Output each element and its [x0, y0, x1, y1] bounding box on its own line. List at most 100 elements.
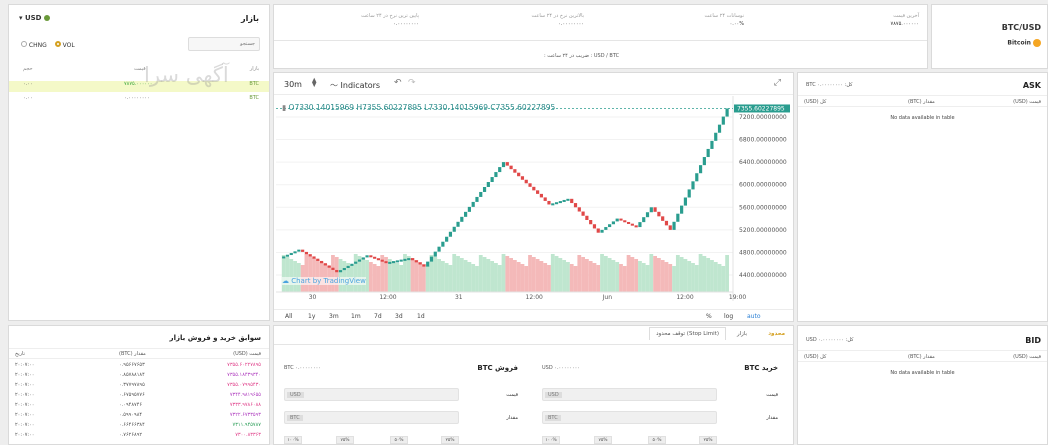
trade-panel: محدود بازار توقف محدود (Stop Limit) خرید…: [273, 325, 794, 445]
sell-pct-50[interactable]: ۵۰%: [390, 436, 408, 444]
candle: [657, 211, 661, 217]
volume-bar: [509, 258, 513, 292]
volume-bar: [361, 258, 366, 292]
stat-last-price: آخرین قیمت ۷۸۷۵.۰۰۰۰۰۰: [890, 13, 919, 27]
history-header-row: قیمت (USD) مقدار (BTC) تاریخ: [9, 348, 269, 359]
tf-3m[interactable]: 3m: [329, 313, 339, 320]
volume-bar: [285, 257, 290, 292]
candle: [448, 231, 453, 237]
candle: [536, 190, 540, 194]
sell-pct-25[interactable]: ۲۵%: [441, 436, 459, 444]
history-time: ۲۰:۰۷:۰۰: [15, 382, 35, 388]
volume-bar: [497, 265, 502, 292]
candle: [399, 259, 403, 262]
tf-7d[interactable]: 7d: [374, 313, 382, 320]
radio-chng[interactable]: CHNG: [21, 41, 47, 49]
tf-1m[interactable]: 1m: [351, 313, 361, 320]
buy-pct-75[interactable]: ۷۵%: [594, 436, 612, 444]
candle: [460, 216, 464, 222]
candle: [346, 265, 350, 268]
candle: [634, 225, 638, 228]
currency-selector[interactable]: ▾ USD: [19, 14, 50, 22]
history-title: سوابق خرید و فروش بازار: [169, 334, 261, 342]
x-tick-label: 30: [309, 294, 317, 301]
chart-panel: 30m ⧫ 〜 Indicators ↶ ↷ ⤢ 7200.00000000 68…: [273, 72, 794, 322]
redo-icon[interactable]: ↷: [408, 78, 416, 88]
volume-bar: [289, 259, 294, 292]
volume-bar: [520, 264, 525, 292]
buy-amount-label: مقدار: [766, 415, 778, 421]
tab-market[interactable]: بازار: [736, 331, 747, 337]
candle-style-icon[interactable]: ⧫: [312, 78, 317, 88]
candle: [407, 258, 411, 261]
candle: [626, 221, 631, 224]
percent-toggle[interactable]: %: [706, 313, 712, 320]
tab-stop-limit[interactable]: توقف محدود (Stop Limit): [649, 327, 726, 340]
price-chart[interactable]: 7200.00000000 6800.00000000 6400.00000000 6…: [274, 96, 793, 301]
candle: [342, 268, 346, 271]
tab-limit[interactable]: محدود: [768, 331, 785, 337]
log-toggle[interactable]: log: [724, 313, 734, 320]
candle: [524, 179, 528, 184]
candle: [498, 167, 502, 173]
tf-3d[interactable]: 3d: [395, 313, 403, 320]
volume-bar: [581, 257, 585, 292]
volume-bar: [315, 260, 320, 292]
candle: [513, 169, 517, 173]
candle: [668, 225, 672, 230]
indicators-button[interactable]: 〜 Indicators: [330, 81, 381, 90]
buy-amount-input[interactable]: BTC: [542, 411, 717, 424]
market-search-input[interactable]: [188, 37, 260, 51]
volume-bar: [418, 262, 423, 292]
volume-bar: [475, 266, 479, 292]
candle: [414, 260, 418, 263]
buy-pct-50[interactable]: ۵۰%: [648, 436, 666, 444]
volume-bar: [713, 262, 718, 292]
volume-bar: [725, 255, 729, 292]
sell-price-input[interactable]: USD: [284, 388, 459, 401]
stat-high-24h: بالاترین نرخ در ۲۴ ساعت ۰.۰۰۰۰۰۰۰۰: [531, 13, 584, 27]
tf-1y[interactable]: 1y: [308, 313, 316, 320]
sell-amount-input[interactable]: BTC: [284, 411, 459, 424]
undo-icon[interactable]: ↶: [394, 78, 402, 88]
market-row[interactable]: BTC ۷۸۷۵.۰۰۰۰۰۰ ۰.۰۰: [9, 81, 269, 92]
volume-bar: [706, 258, 711, 292]
history-time: ۲۰:۰۷:۰۰: [15, 422, 35, 428]
trade-divider: [274, 344, 793, 345]
candle: [289, 253, 293, 256]
volume-bar: [516, 262, 521, 292]
market-row[interactable]: BTC ۰.۰۰۰۰۰۰۰۰ ۰.۰۰: [23, 95, 259, 101]
volume-bar: [414, 260, 419, 292]
tf-all[interactable]: All: [285, 313, 293, 320]
buy-title: خرید BTC: [744, 364, 778, 372]
history-price: ۷۳۵۵.۶۰۲۲۷۸۹۵: [227, 362, 261, 368]
volume-bar: [588, 261, 593, 292]
volume-bar: [448, 265, 453, 292]
sell-pct-100[interactable]: ۱۰۰%: [284, 436, 302, 444]
interval-button[interactable]: 30m: [284, 80, 302, 89]
volume-bar: [607, 258, 612, 292]
volume-bar: [452, 254, 457, 292]
candle: [384, 261, 388, 264]
candle: [361, 257, 365, 260]
fullscreen-icon[interactable]: ⤢: [773, 78, 781, 88]
auto-toggle[interactable]: auto: [747, 313, 761, 320]
pair-panel: BTC/USD Bitcoin: [931, 4, 1048, 69]
buy-pct-25[interactable]: ۲۵%: [699, 436, 717, 444]
candle: [365, 255, 369, 258]
candle: [338, 270, 343, 273]
candle: [357, 259, 362, 262]
candle: [695, 173, 699, 182]
indicator-icon: 〜: [330, 81, 338, 90]
buy-price-input[interactable]: USD: [542, 388, 717, 401]
sell-pct-75[interactable]: ۷۵%: [336, 436, 354, 444]
radio-vol[interactable]: VOL: [54, 41, 75, 49]
candle: [471, 201, 475, 207]
volume-bar: [463, 260, 468, 292]
candle: [691, 181, 695, 190]
tf-1d[interactable]: 1d: [417, 313, 425, 320]
tradingview-credit[interactable]: ☁ Chart by TradingView: [282, 277, 366, 285]
volume-bar: [562, 260, 567, 292]
buy-pct-100[interactable]: ۱۰۰%: [542, 436, 560, 444]
volume-bar: [501, 254, 506, 292]
